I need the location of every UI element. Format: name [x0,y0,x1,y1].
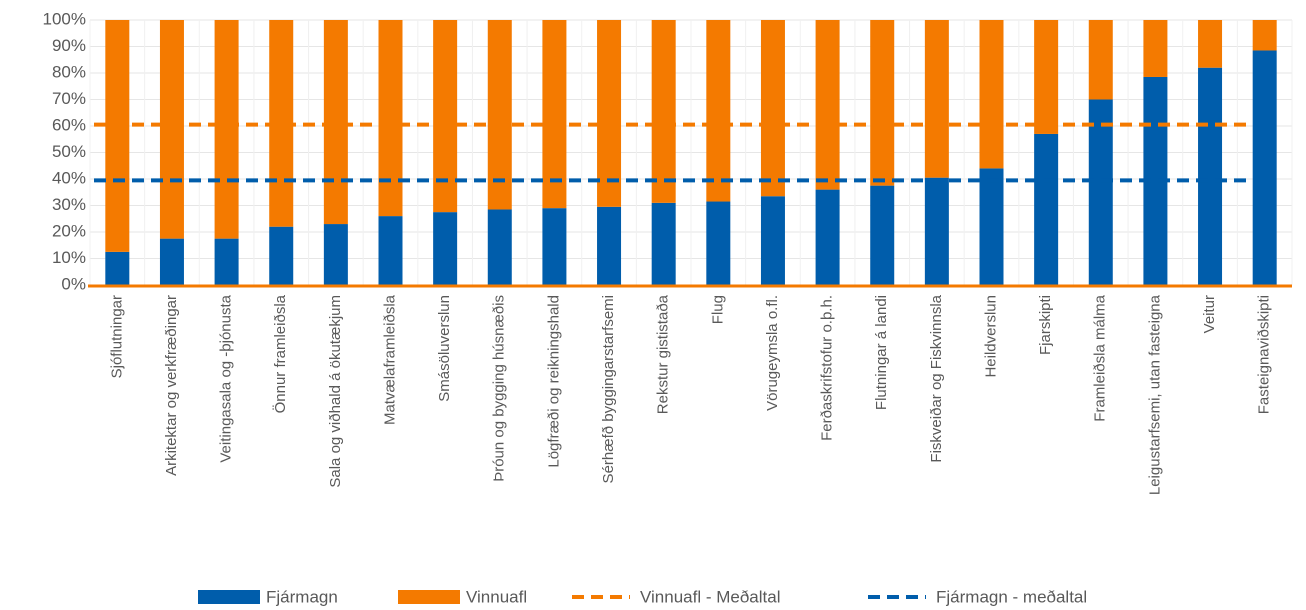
x-tick-label: Vörugeymsla o.fl. [764,295,781,411]
x-tick-label: Önnur framleiðsla [271,294,289,413]
bar-segment [1252,50,1277,285]
x-tick-label: Flutningar á landi [873,295,890,410]
x-tick-label: Sala og viðhald á ökutækjum [327,295,344,488]
bar-segment [651,202,676,285]
bar-segment [760,20,785,197]
bar-segment [815,20,840,190]
legend-label: Fjármagn [266,587,338,606]
bar-segment [542,20,567,209]
bar-segment [760,196,785,285]
bar-segment [924,177,949,285]
x-tick-label: Lögfræði og reikningshald [545,295,562,468]
bar-segment [433,212,458,285]
x-tick-label: Fasteignaviðskipti [1256,295,1273,414]
bar-segment [597,20,622,207]
x-tick-label: Fjarskipti [1037,295,1054,355]
y-tick-label: 10% [52,248,86,267]
bar-segment [1034,20,1059,134]
y-tick-label: 20% [52,221,86,240]
x-tick-label: Heildverslun [982,295,999,378]
legend-label: Vinnuafl - Meðaltal [640,587,781,606]
y-tick-label: 0% [61,274,86,293]
legend-label: Fjármagn - meðaltal [936,587,1087,606]
bar-segment [323,20,348,225]
x-tick-label: Veitingasala og -þjónusta [218,294,235,462]
x-tick-label: Framleiðsla málma [1092,294,1109,421]
x-tick-label: Matvælaframleiðsla [381,294,398,425]
x-tick-label: Fiskveiðar og Fiskvinnsla [928,294,945,462]
bar-segment [269,226,294,285]
legend-label: Vinnuafl [466,587,527,606]
bar-segment [597,206,622,285]
x-tick-label: Leigustarfsemi, utan fasteigna [1146,294,1163,495]
bar-segment [214,20,239,239]
bar-segment [214,238,239,285]
bar-segment [159,20,184,239]
y-tick-label: 90% [52,36,86,55]
y-tick-label: 70% [52,89,86,108]
x-tick-label: Þróun og bygging húsnæðis [491,295,508,482]
bar-segment [105,251,130,285]
bar-segment [378,216,403,285]
bar-segment [870,20,895,186]
y-tick-label: 30% [52,195,86,214]
bar-segment [1034,133,1059,285]
bar-segment [924,20,949,178]
bar-segment [1252,20,1277,51]
bar-segment [706,20,731,202]
legend-swatch [198,590,260,604]
y-tick-label: 80% [52,62,86,81]
x-tick-label: Veitur [1201,295,1218,333]
bar-segment [1143,20,1168,77]
bar-segment [487,209,512,285]
bar-segment [487,20,512,210]
bar-segment [979,168,1004,285]
bar-segment [1088,99,1113,285]
legend-swatch [398,590,460,604]
y-tick-label: 60% [52,115,86,134]
x-tick-label: Arkitektar og verkfræðingar [163,295,180,476]
x-tick-label: Flug [709,295,726,324]
bar-segment [651,20,676,203]
bar-segment [159,238,184,285]
bar-segment [1198,20,1223,68]
bar-segment [870,185,895,285]
bar-segment [706,201,731,285]
x-tick-label: Rekstur gististaða [655,294,672,414]
x-tick-label: Ferðaskrifstofur o.þ.h. [819,295,836,441]
y-tick-label: 100% [43,9,86,28]
bar-segment [815,189,840,285]
bar-segment [542,208,567,285]
x-tick-label: Sérhæfð byggingarstarfsemi [600,295,617,483]
bar-segment [1088,20,1113,100]
bar-segment [378,20,403,217]
y-tick-label: 50% [52,142,86,161]
bar-segment [979,20,1004,169]
bar-segment [433,20,458,213]
x-tick-label: Smásöluverslun [436,295,453,402]
bar-segment [1198,67,1223,285]
y-tick-label: 40% [52,168,86,187]
bar-segment [105,20,130,252]
bar-segment [323,224,348,285]
x-tick-label: Sjóflutningar [108,295,125,378]
